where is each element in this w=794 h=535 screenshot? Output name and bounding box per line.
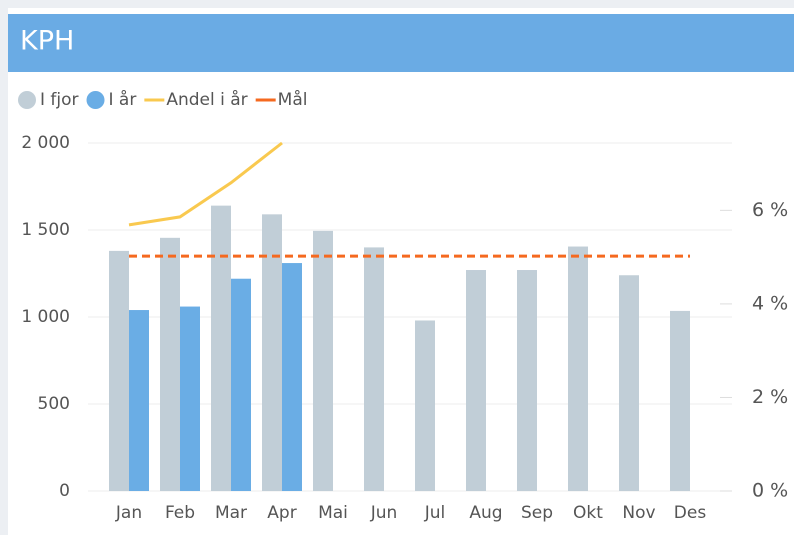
y-tick-label: 1 000 <box>21 307 70 327</box>
line-series <box>128 141 283 227</box>
bar <box>517 270 537 491</box>
y-tick-label: 500 <box>38 394 70 414</box>
y-tick-label: 2 000 <box>21 133 70 153</box>
bar <box>568 246 588 491</box>
legend-label: Andel i år <box>166 89 247 110</box>
bar <box>670 310 690 491</box>
bar <box>211 205 231 491</box>
x-tick-label: Apr <box>267 503 296 523</box>
y-tick-label: 1 500 <box>21 220 70 240</box>
x-tick-label: Jan <box>115 503 142 523</box>
header <box>8 14 794 72</box>
y2-tick-label: 2 % <box>752 386 788 408</box>
x-tick-label: Sep <box>521 503 553 523</box>
x-tick-label: Jul <box>424 503 446 523</box>
bar <box>129 310 149 491</box>
legend-swatch <box>86 91 105 109</box>
x-tick-label: Mai <box>318 503 348 523</box>
bar <box>466 270 486 491</box>
x-tick-label: Okt <box>573 503 603 523</box>
legend-label: I år <box>109 89 137 110</box>
y2-tick-label: 0 % <box>752 480 788 502</box>
x-tick-label: Aug <box>469 503 502 523</box>
bar <box>109 250 129 491</box>
bar <box>160 237 180 491</box>
legend-label: I fjor <box>40 90 79 110</box>
bar <box>282 263 302 491</box>
y2-tick-label: 4 % <box>752 292 788 314</box>
bar <box>619 275 639 491</box>
legend-swatch <box>18 91 36 109</box>
bar <box>313 230 333 491</box>
bar <box>262 214 282 491</box>
x-tick-label: Feb <box>165 503 195 523</box>
x-tick-label: Des <box>674 503 707 523</box>
x-tick-label: Nov <box>622 503 655 523</box>
legend-label: Mål <box>278 89 308 110</box>
x-tick-label: Mar <box>215 503 247 523</box>
bar <box>231 278 251 491</box>
y2-tick-label: 6 % <box>752 199 788 221</box>
bar <box>180 306 200 491</box>
bar <box>415 320 435 491</box>
bar <box>364 247 384 491</box>
chart-title: KPH <box>20 26 74 57</box>
y-tick-label: 0 <box>59 481 70 501</box>
x-tick-label: Jun <box>370 503 398 523</box>
